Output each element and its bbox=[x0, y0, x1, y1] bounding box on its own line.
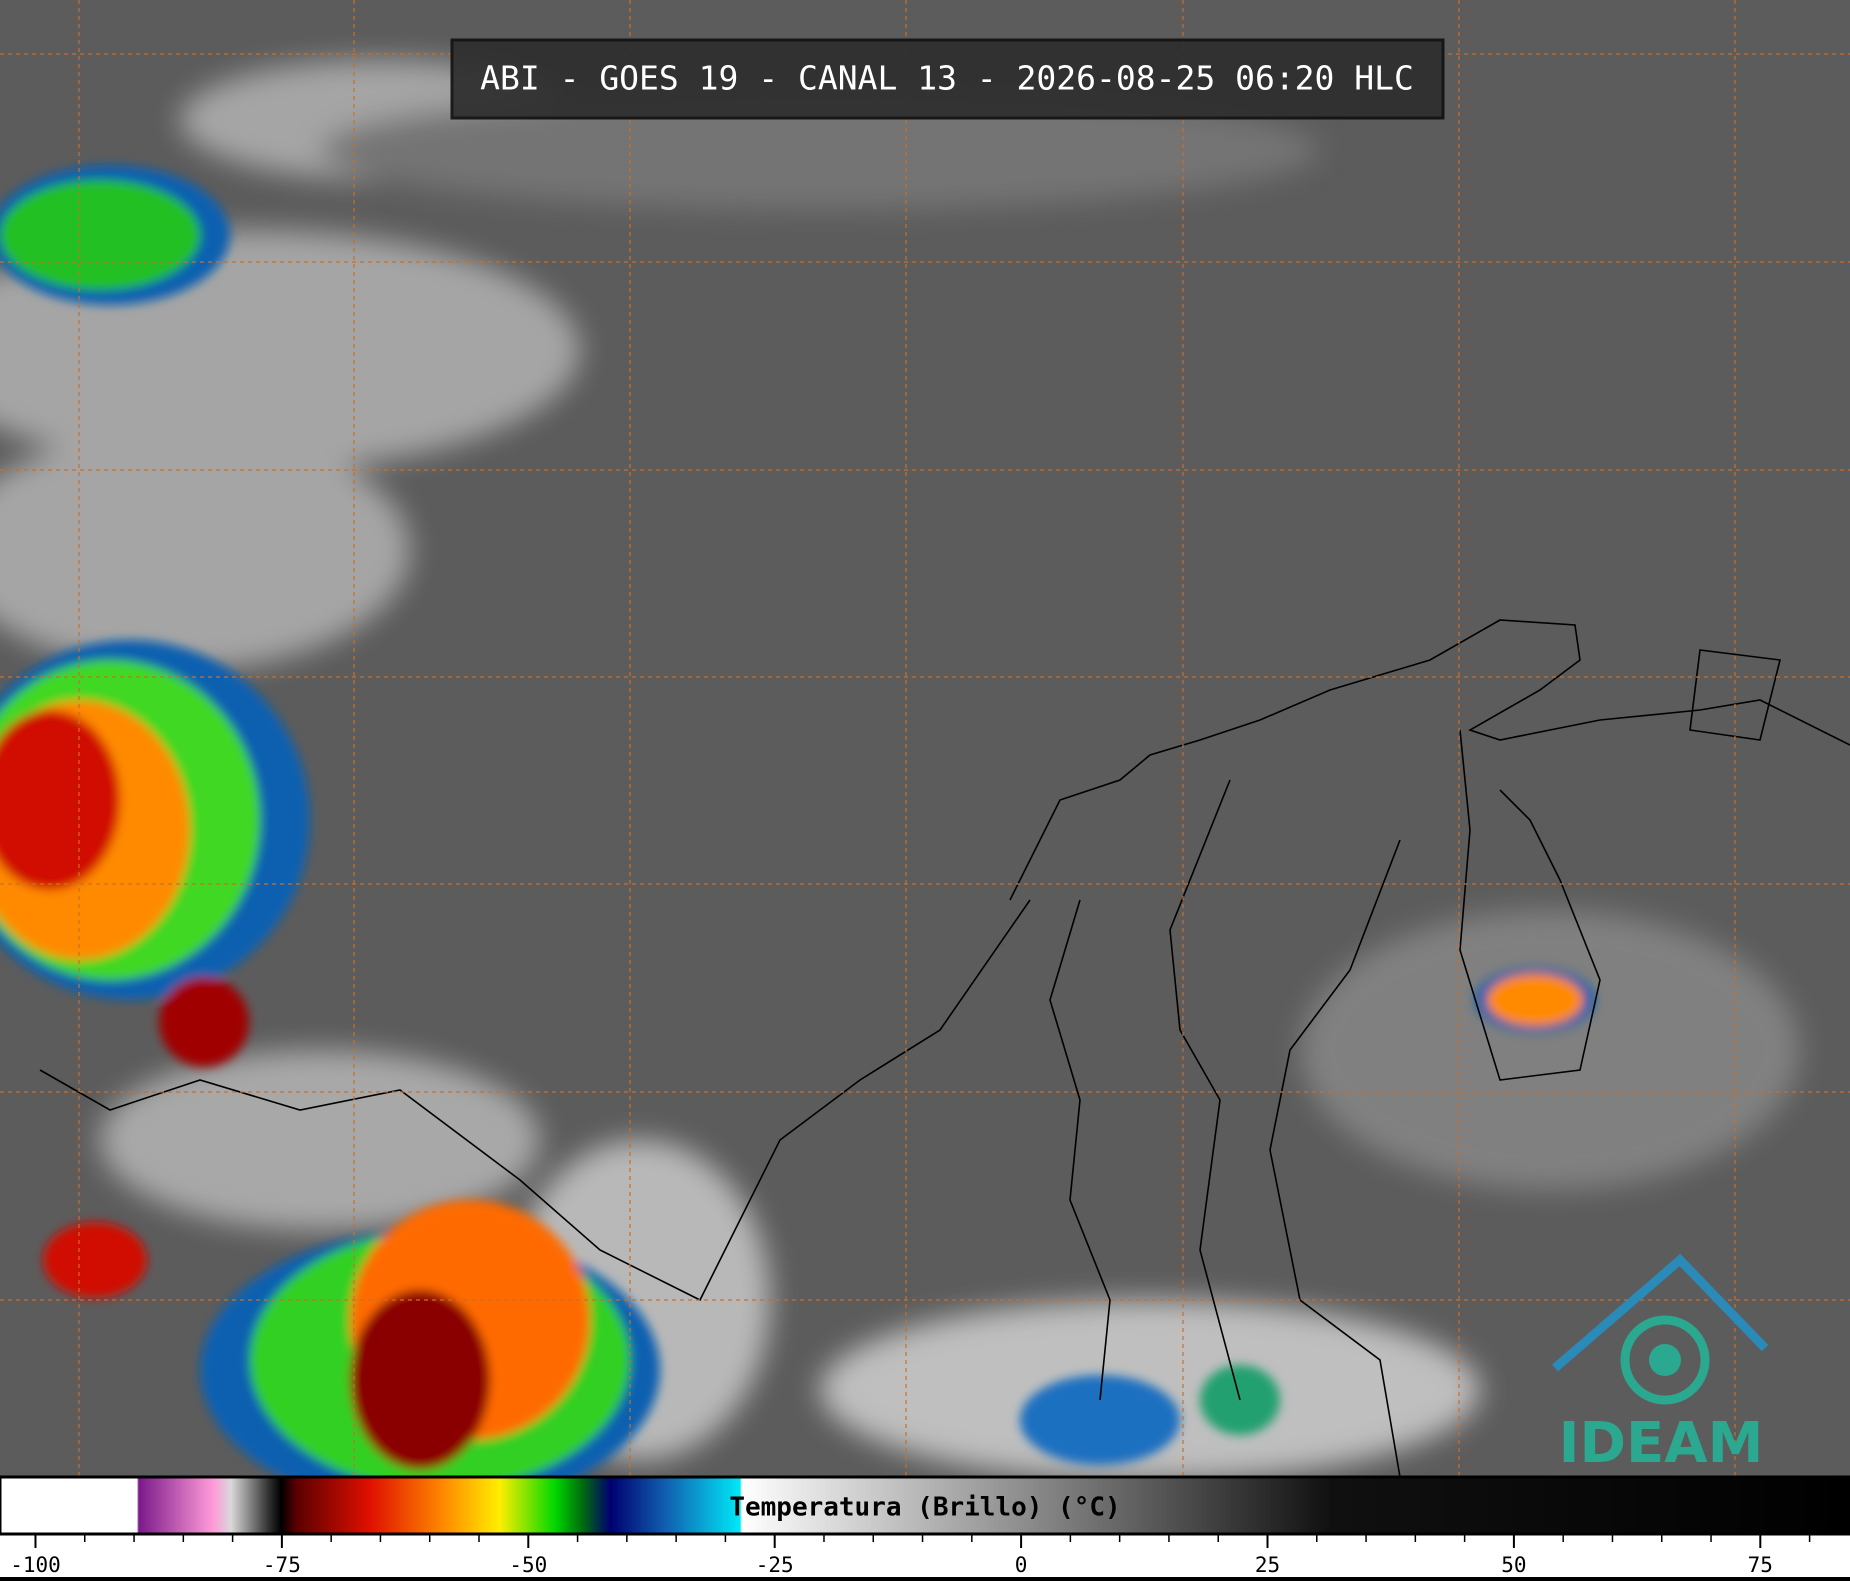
tick-label: -100 bbox=[10, 1553, 61, 1577]
colorbar bbox=[0, 1475, 1850, 1536]
colorbar-axis: -100 -75 -50 -25 0 25 50 75 bbox=[10, 1534, 1811, 1577]
tick-label: 75 bbox=[1748, 1553, 1773, 1577]
colorbar-label: Temperatura (Brillo) (°C) bbox=[729, 1493, 1120, 1523]
tick-label: 50 bbox=[1501, 1553, 1526, 1577]
logo-text: IDEAM bbox=[1559, 1411, 1764, 1476]
tick-label: -50 bbox=[509, 1553, 547, 1577]
tick-label: 0 bbox=[1015, 1553, 1028, 1577]
tick-label: -75 bbox=[263, 1553, 301, 1577]
logo: IDEAM bbox=[1552, 1253, 1769, 1476]
title: ABI - GOES 19 - CANAL 13 - 2026-08-25 06… bbox=[480, 59, 1414, 98]
lat-lon-grid bbox=[0, 0, 1850, 1477]
imagery bbox=[0, 0, 1850, 1510]
tick-label: -25 bbox=[756, 1553, 794, 1577]
coastlines bbox=[39, 619, 1850, 1478]
title-box bbox=[450, 38, 1445, 120]
tick-label: 25 bbox=[1255, 1553, 1280, 1577]
